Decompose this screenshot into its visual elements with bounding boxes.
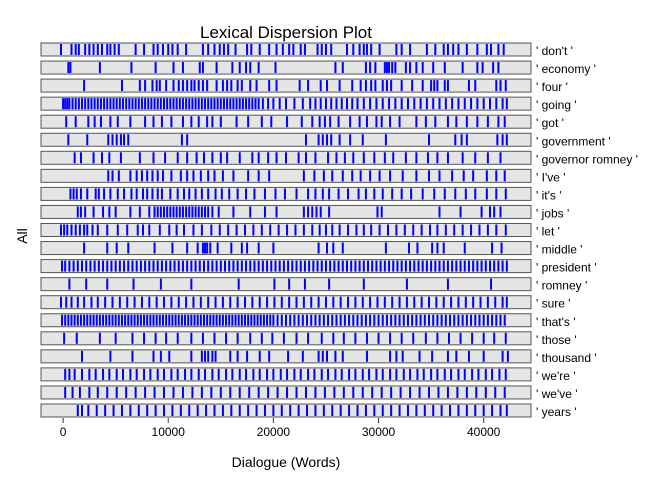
- word-row: ' sure ': [40, 295, 571, 311]
- word-label: ' four ': [536, 80, 568, 94]
- word-label: ' that's ': [536, 315, 576, 329]
- word-label: ' government ': [536, 134, 611, 148]
- x-axis-title: Dialogue (Words): [232, 454, 341, 470]
- word-row: ' years ': [40, 403, 577, 419]
- word-row: ' it's ': [40, 186, 562, 202]
- word-label: ' going ': [536, 98, 577, 112]
- row-panel: [40, 186, 532, 201]
- word-row: ' got ': [40, 114, 564, 130]
- word-row: ' four ': [40, 78, 568, 94]
- row-panel: [40, 331, 532, 346]
- word-row: ' thousand ': [40, 349, 597, 365]
- word-row: ' romney ': [40, 277, 587, 293]
- word-label: ' don't ': [536, 44, 573, 58]
- row-panel: [40, 78, 532, 93]
- word-label: ' thousand ': [536, 351, 597, 365]
- word-row: ' president ': [40, 259, 597, 275]
- word-row: ' going ': [40, 96, 577, 112]
- row-panel: [40, 114, 532, 129]
- word-label: ' years ': [536, 405, 577, 419]
- word-row: ' I've ': [40, 168, 566, 184]
- word-label: ' middle ': [536, 243, 583, 257]
- x-tick-label: 40000: [467, 425, 501, 439]
- word-label: ' economy ': [536, 62, 596, 76]
- row-panel: [40, 241, 532, 256]
- word-label: ' jobs ': [536, 206, 569, 220]
- row-panel: [40, 132, 532, 147]
- word-label: ' president ': [536, 261, 597, 275]
- word-label: ' we've ': [536, 387, 578, 401]
- word-row: ' economy ': [40, 60, 596, 76]
- word-row: ' let ': [40, 223, 560, 239]
- row-panel: [40, 349, 532, 364]
- row-panel: [40, 259, 532, 274]
- x-tick-label: 10000: [152, 425, 186, 439]
- chart-title: Lexical Dispersion Plot: [200, 23, 372, 42]
- word-label: ' I've ': [536, 170, 566, 184]
- word-row: ' those ': [40, 331, 577, 347]
- row-panel: [40, 204, 532, 219]
- x-axis: 0 10000 20000 30000 40000: [60, 418, 501, 439]
- word-row: ' jobs ': [40, 204, 569, 220]
- x-tick-label: 0: [60, 425, 67, 439]
- word-row: ' governor romney ': [40, 150, 638, 166]
- word-row: ' don't ': [40, 42, 573, 58]
- word-label: ' governor romney ': [536, 152, 638, 166]
- word-label: ' got ': [536, 116, 564, 130]
- word-row: ' that's ': [40, 313, 576, 329]
- word-row: ' middle ': [40, 241, 583, 257]
- row-panel: [40, 223, 532, 237]
- word-row: ' government ': [40, 132, 611, 148]
- row-panel: [40, 168, 532, 183]
- y-axis-title: All: [14, 228, 30, 244]
- word-label: ' those ': [536, 333, 577, 347]
- row-panel: [40, 277, 532, 292]
- word-label: ' we're ': [536, 369, 576, 383]
- word-label: ' sure ': [536, 297, 571, 311]
- word-rows: ' don't ' ' economy ' ' four ' ' going ' ' g…: [40, 42, 638, 419]
- word-row: ' we're ': [40, 367, 576, 383]
- word-label: ' let ': [536, 225, 560, 239]
- row-panel: [40, 60, 532, 75]
- word-label: ' romney ': [536, 279, 587, 293]
- word-row: ' we've ': [40, 385, 578, 401]
- x-tick-label: 20000: [257, 425, 291, 439]
- x-tick-label: 30000: [362, 425, 396, 439]
- word-label: ' it's ': [536, 188, 562, 202]
